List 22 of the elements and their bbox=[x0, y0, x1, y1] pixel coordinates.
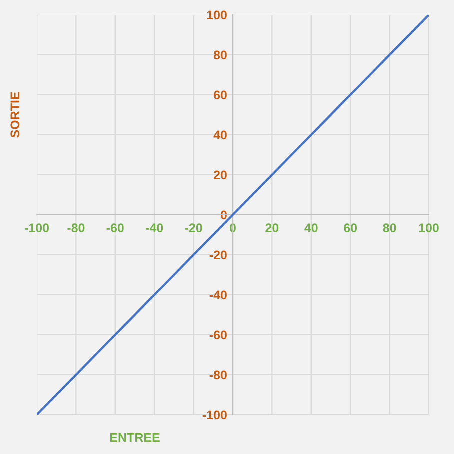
y-tick-label: -60 bbox=[210, 330, 227, 340]
x-tick-label: 40 bbox=[304, 224, 318, 233]
y-axis-title: SORTIE bbox=[10, 92, 20, 138]
x-tick-label: 20 bbox=[266, 224, 279, 233]
y-tick-label: 40 bbox=[214, 130, 227, 140]
x-tick-label: 100 bbox=[419, 224, 439, 233]
y-tick-label: -40 bbox=[210, 290, 227, 300]
x-tick-label: -100 bbox=[24, 224, 49, 233]
x-tick-label: 80 bbox=[383, 224, 396, 233]
x-axis-title: ENTREE bbox=[110, 433, 160, 442]
y-tick-label: 20 bbox=[214, 170, 227, 180]
y-tick-label: 80 bbox=[214, 50, 227, 60]
y-tick-label: -80 bbox=[210, 370, 227, 380]
x-tick-label: -80 bbox=[68, 224, 85, 233]
y-tick-label: -100 bbox=[202, 410, 227, 420]
y-tick-label: 100 bbox=[207, 10, 227, 20]
y-tick-label: -20 bbox=[210, 250, 227, 260]
x-tick-label: -20 bbox=[185, 224, 202, 233]
x-tick-label: -60 bbox=[106, 224, 124, 233]
x-tick-label: -40 bbox=[146, 224, 164, 233]
x-tick-label: 60 bbox=[344, 224, 358, 233]
y-tick-label: 60 bbox=[214, 90, 227, 100]
